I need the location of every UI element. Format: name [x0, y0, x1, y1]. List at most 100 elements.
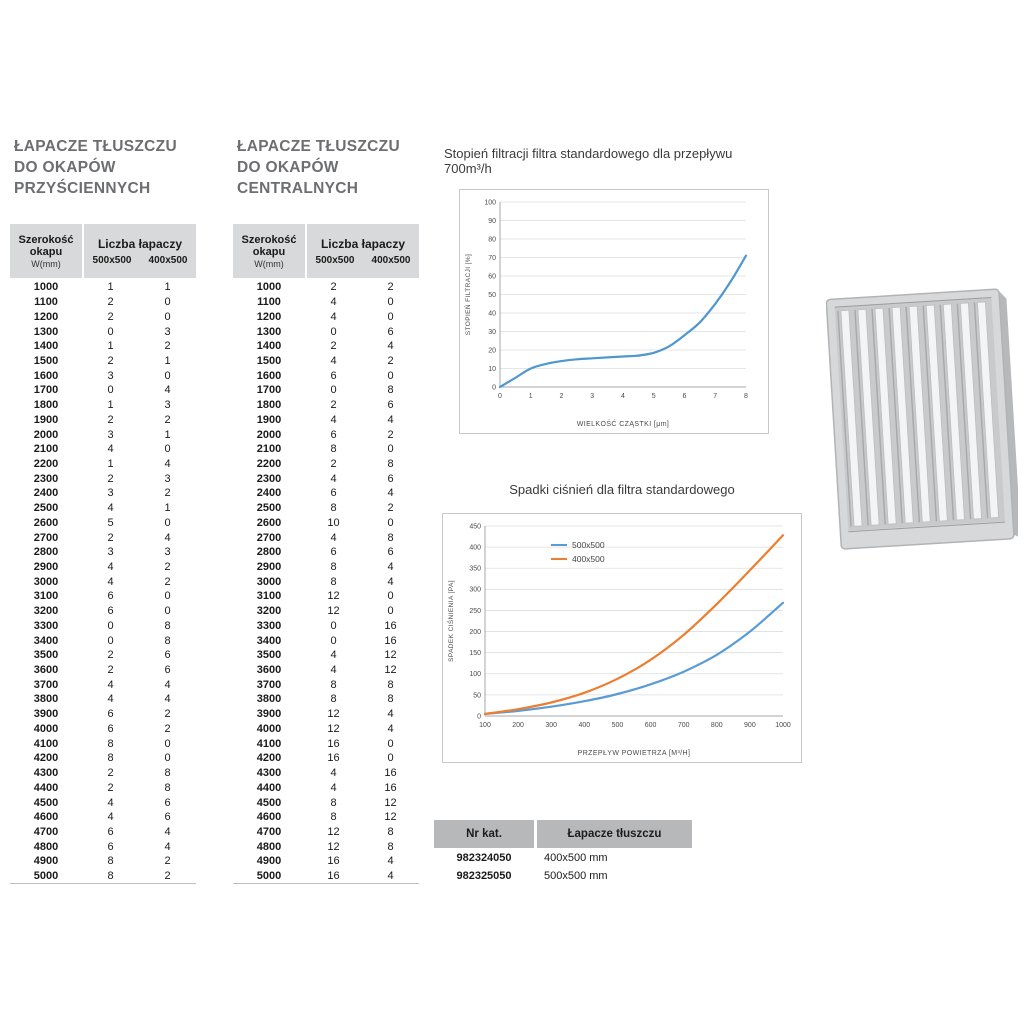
count-400x500-cell: 8 — [387, 384, 394, 397]
title-line: DO OKAPÓW — [14, 159, 116, 176]
hood-width-cell: 5000 — [33, 870, 59, 883]
svg-text:80: 80 — [488, 236, 496, 243]
legend-label: 400x500 — [572, 554, 605, 564]
count-400x500-cell: 4 — [387, 870, 394, 883]
table-row: 2600 10 0 — [233, 516, 419, 531]
table-row: 3900 6 2 — [10, 707, 196, 722]
catalog-number-header: Nr kat. — [434, 820, 534, 848]
wall-table-body: 1000 1 1 1100 2 0 1200 2 0 1300 0 3 1400 1 2 1500 2 1 1600… — [10, 280, 196, 885]
count-400x500-cell: 1 — [164, 281, 171, 294]
hood-width-cell: 1600 — [33, 369, 59, 382]
trap-size: 500x500 mm — [544, 869, 608, 882]
hood-width-cell: 3300 — [33, 619, 59, 632]
svg-text:300: 300 — [545, 722, 557, 729]
table-row: 4900 8 2 — [10, 854, 196, 869]
count-400x500-cell: 0 — [164, 737, 171, 750]
hood-width-cell: 4400 — [256, 781, 282, 794]
hood-width-cell: 1100 — [34, 296, 58, 309]
count-400x500-cell: 2 — [164, 722, 171, 735]
table-row: 2100 8 0 — [233, 442, 419, 457]
hood-width-cell: 2400 — [256, 487, 282, 500]
svg-text:700: 700 — [678, 722, 690, 729]
count-400x500-cell: 2 — [387, 428, 394, 441]
count-500x500-cell: 1 — [107, 457, 114, 470]
count-500x500-cell: 6 — [330, 428, 337, 441]
hood-width-cell: 4800 — [256, 840, 282, 853]
svg-text:40: 40 — [488, 310, 496, 317]
count-400x500-cell: 0 — [387, 369, 394, 382]
count-500x500-cell: 2 — [107, 649, 114, 662]
hood-width-cell: 3200 — [33, 605, 59, 618]
hood-width-cell: 4900 — [256, 855, 282, 868]
hood-width-cell: 3400 — [33, 634, 59, 647]
catalog-number-table: Nr kat. Łapacze tłuszczu 982324050 400x50… — [434, 820, 692, 884]
hood-width-cell: 1000 — [33, 281, 59, 294]
count-500x500-cell: 4 — [330, 531, 337, 544]
count-500x500-cell: 8 — [107, 752, 114, 765]
svg-text:60: 60 — [488, 273, 496, 280]
hood-width-cell: 2500 — [33, 502, 59, 515]
hood-width-cell: 1600 — [256, 369, 282, 382]
hood-width-cell: 3900 — [256, 708, 282, 721]
hood-width-unit: W(mm) — [254, 258, 284, 269]
count-400x500-cell: 0 — [164, 752, 171, 765]
hood-width-cell: 1100 — [257, 296, 281, 309]
title-line: ŁAPACZE TŁUSZCZU — [14, 138, 177, 155]
svg-text:STOPIEŃ FILTRACJI [%]: STOPIEŃ FILTRACJI [%] — [463, 254, 472, 335]
legend-swatch-400x500 — [551, 557, 567, 561]
count-400x500-cell: 6 — [387, 399, 394, 412]
count-400x500-cell: 4 — [164, 693, 171, 706]
hood-width-cell: 3100 — [33, 590, 59, 603]
hood-width-cell: 2700 — [33, 531, 59, 544]
filtration-chart-title: Stopień filtracji filtra standardowego d… — [444, 146, 733, 176]
count-400x500-cell: 2 — [387, 281, 394, 294]
count-500x500-cell: 4 — [330, 354, 337, 367]
count-500x500-cell: 2 — [107, 767, 114, 780]
legend-label: 500x500 — [572, 540, 605, 550]
hood-width-cell: 2300 — [33, 472, 59, 485]
count-500x500-cell: 8 — [107, 855, 114, 868]
count-500x500-cell: 0 — [330, 619, 337, 632]
count-400x500-cell: 6 — [164, 649, 171, 662]
table-row: 5000 8 2 — [10, 869, 196, 884]
svg-text:70: 70 — [488, 255, 496, 262]
table-row: 3100 6 0 — [10, 589, 196, 604]
table-row: 1600 3 0 — [10, 368, 196, 383]
count-500x500-cell: 2 — [107, 296, 114, 309]
count-400x500-cell: 0 — [164, 369, 171, 382]
count-400x500-cell: 2 — [387, 354, 394, 367]
count-400x500-cell: 0 — [387, 737, 394, 750]
hood-width-cell: 5000 — [256, 870, 282, 883]
count-500x500-cell: 8 — [330, 678, 337, 691]
legend-item-500x500: 500x500 — [551, 538, 605, 552]
table-row: 3700 4 4 — [10, 677, 196, 692]
count-400x500-cell: 4 — [387, 413, 394, 426]
count-500x500-cell: 2 — [330, 457, 337, 470]
table-row: 1700 0 4 — [10, 383, 196, 398]
hood-width-cell: 3500 — [33, 649, 59, 662]
hood-width-cell: 2600 — [33, 516, 59, 529]
svg-text:0: 0 — [498, 393, 502, 400]
count-400x500-cell: 4 — [164, 678, 171, 691]
hood-width-cell: 3600 — [256, 664, 282, 677]
count-400x500-cell: 6 — [164, 796, 171, 809]
table-row: 2900 4 2 — [10, 560, 196, 575]
table-row: 3700 8 8 — [233, 677, 419, 692]
table-row: 1600 6 0 — [233, 368, 419, 383]
count-500x500-cell: 3 — [107, 487, 114, 500]
count-400x500-cell: 4 — [387, 708, 394, 721]
svg-text:6: 6 — [683, 393, 687, 400]
hood-width-cell: 4500 — [33, 796, 59, 809]
count-500x500-cell: 16 — [327, 752, 340, 765]
count-400x500-cell: 0 — [387, 605, 394, 618]
table-row: 1000 1 1 — [10, 280, 196, 295]
count-400x500-cell: 8 — [387, 840, 394, 853]
hood-width-cell: 1300 — [256, 325, 282, 338]
hood-width-label: Szerokość okapu — [241, 233, 297, 258]
central-table-body: 1000 2 2 1100 4 0 1200 4 0 1300 0 6 1400 2 4 1500 4 2 1600… — [233, 280, 419, 885]
table-row: 2800 6 6 — [233, 545, 419, 560]
hood-width-cell: 1800 — [33, 399, 59, 412]
count-400x500-cell: 2 — [387, 502, 394, 515]
hood-width-cell: 1400 — [256, 340, 282, 353]
svg-text:SPADEK CIŚNIENIA [PA]: SPADEK CIŚNIENIA [PA] — [446, 580, 455, 662]
